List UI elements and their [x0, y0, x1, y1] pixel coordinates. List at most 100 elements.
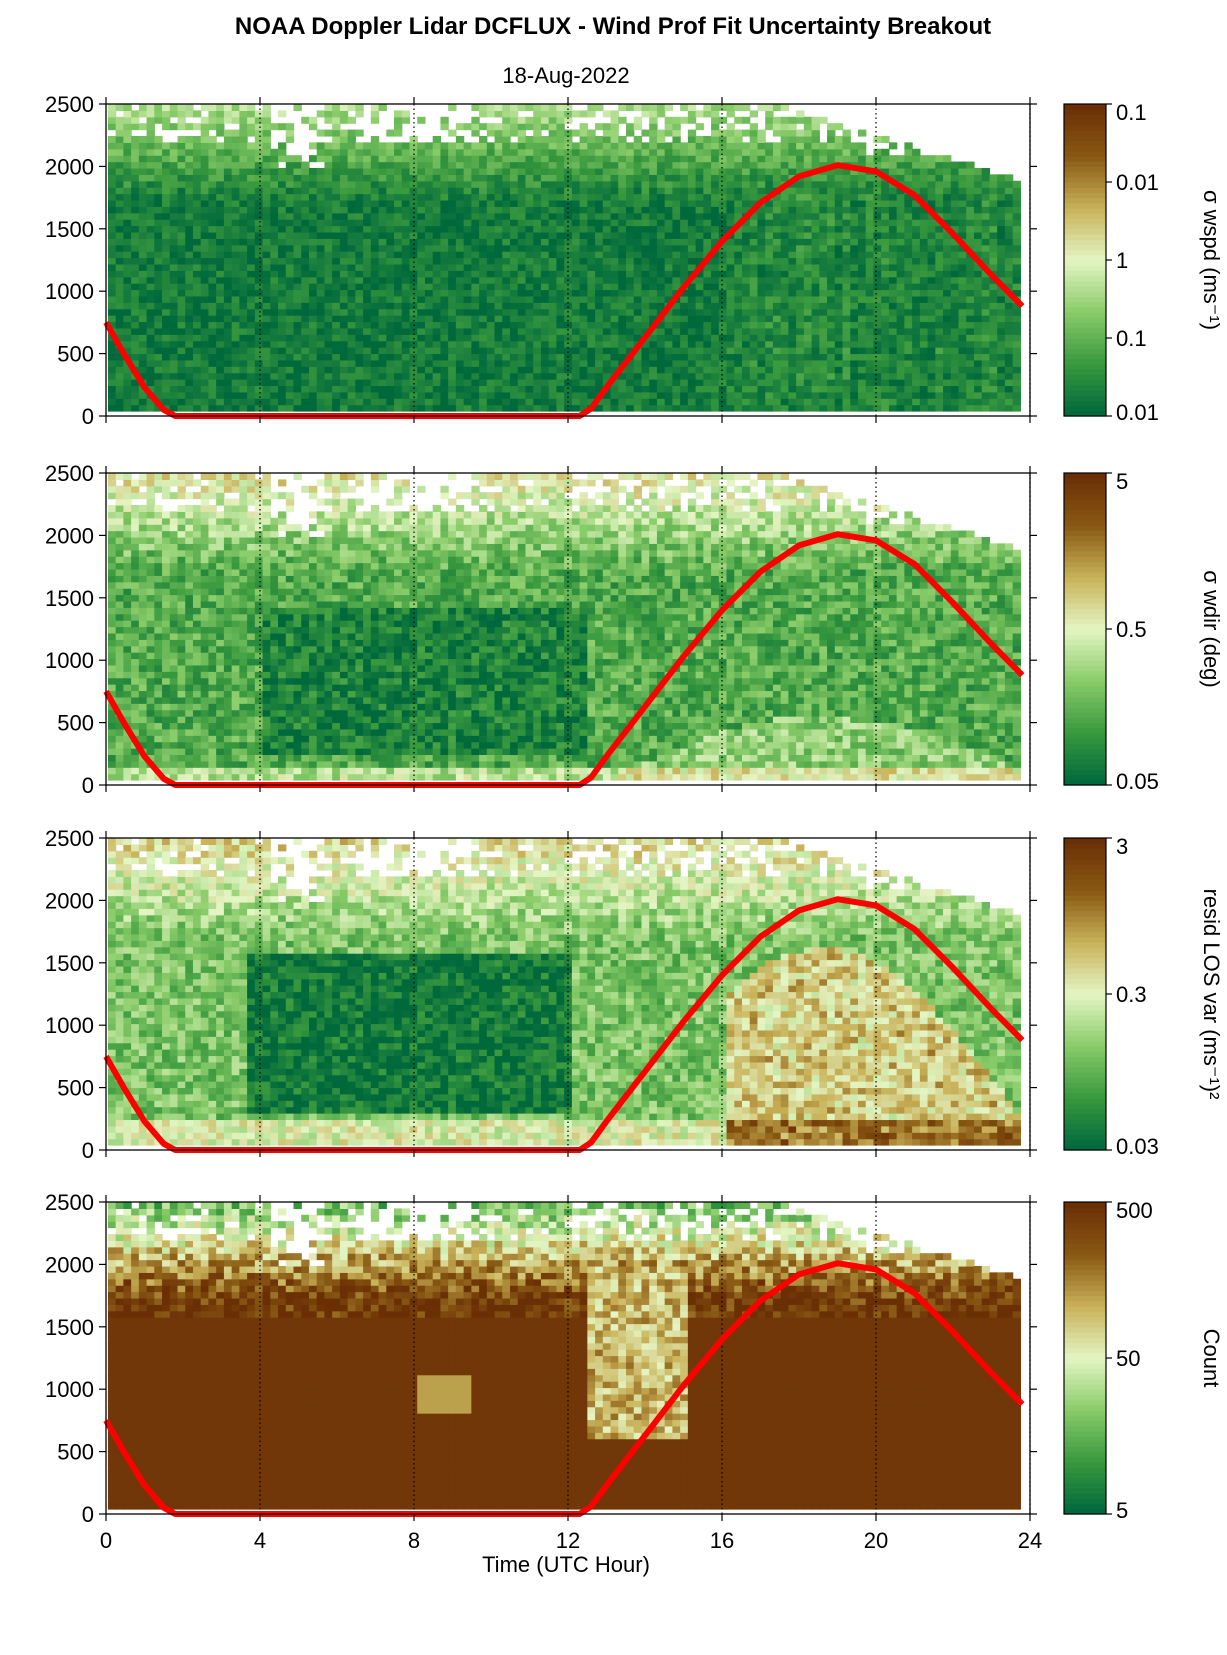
heatmap-cell — [464, 373, 472, 380]
heatmap-cell — [355, 219, 363, 226]
heatmap-cell — [216, 360, 224, 367]
heatmap-cell — [193, 123, 201, 130]
heatmap-cell — [379, 360, 387, 367]
heatmap-cell — [371, 392, 379, 399]
heatmap-cell — [440, 187, 448, 194]
heatmap-cell — [170, 162, 178, 169]
heatmap-cell — [518, 149, 526, 156]
heatmap-cell — [502, 366, 510, 373]
heatmap-cell — [247, 296, 255, 303]
heatmap-cell — [402, 366, 410, 373]
heatmap-cell — [379, 341, 387, 348]
heatmap-cell — [162, 174, 170, 181]
heatmap-cell — [525, 373, 533, 380]
heatmap-cell — [317, 277, 325, 284]
heatmap-cell — [394, 213, 402, 220]
heatmap-cell — [471, 168, 479, 175]
heatmap-cell — [232, 181, 240, 188]
heatmap-cell — [185, 334, 193, 341]
heatmap-cell — [139, 283, 147, 290]
heatmap-cell — [239, 347, 247, 354]
heatmap-cell — [286, 226, 294, 233]
heatmap-cell — [317, 309, 325, 316]
heatmap-cell — [533, 181, 541, 188]
heatmap-cell — [123, 277, 131, 284]
heatmap-cell — [440, 194, 448, 201]
heatmap-cell — [224, 302, 232, 309]
heatmap-cell — [487, 373, 495, 380]
heatmap-cell — [394, 149, 402, 156]
heatmap-cell — [541, 117, 549, 124]
heatmap-cell — [232, 296, 240, 303]
heatmap-cell — [456, 258, 464, 265]
heatmap-cell — [479, 194, 487, 201]
heatmap-cell — [433, 392, 441, 399]
heatmap-cell — [525, 379, 533, 386]
heatmap-cell — [193, 385, 201, 392]
heatmap-cell — [525, 321, 533, 328]
heatmap-cell — [479, 181, 487, 188]
heatmap-cell — [270, 283, 278, 290]
heatmap-cell — [232, 194, 240, 201]
heatmap-cell — [263, 155, 271, 162]
heatmap-cell — [487, 366, 495, 373]
heatmap-cell — [355, 238, 363, 245]
heatmap-cell — [471, 334, 479, 341]
heatmap-cell — [440, 309, 448, 316]
heatmap-cell — [556, 379, 564, 386]
heatmap-cell — [301, 353, 309, 360]
heatmap-cell — [495, 123, 503, 130]
heatmap-cell — [139, 181, 147, 188]
heatmap-cell — [131, 289, 139, 296]
heatmap-cell — [533, 104, 541, 111]
heatmap-cell — [147, 200, 155, 207]
heatmap-cell — [580, 232, 588, 239]
heatmap-cell — [270, 187, 278, 194]
heatmap-cell — [324, 296, 332, 303]
heatmap-cell — [487, 206, 495, 213]
heatmap-cell — [332, 155, 340, 162]
heatmap-cell — [317, 353, 325, 360]
heatmap-cell — [263, 289, 271, 296]
heatmap-cell — [525, 149, 533, 156]
heatmap-cell — [348, 200, 356, 207]
heatmap-cell — [193, 136, 201, 143]
heatmap-cell — [162, 162, 170, 169]
heatmap-cell — [301, 232, 309, 239]
heatmap-cell — [332, 213, 340, 220]
heatmap-cell — [185, 321, 193, 328]
heatmap-cell — [533, 366, 541, 373]
heatmap-cell — [440, 328, 448, 335]
heatmap-cell — [309, 174, 317, 181]
heatmap-cell — [433, 309, 441, 316]
heatmap-cell — [417, 181, 425, 188]
heatmap-cell — [154, 213, 162, 220]
heatmap-cell — [216, 398, 224, 405]
heatmap-cell — [216, 251, 224, 258]
heatmap-cell — [456, 315, 464, 322]
heatmap-cell — [510, 187, 518, 194]
heatmap-cell — [178, 200, 186, 207]
heatmap-cell — [541, 219, 549, 226]
heatmap-cell — [239, 264, 247, 271]
heatmap-cell — [247, 277, 255, 284]
heatmap-cell — [479, 270, 487, 277]
heatmap-cell — [147, 405, 155, 412]
heatmap-cell — [518, 162, 526, 169]
heatmap-cell — [278, 289, 286, 296]
heatmap-cell — [371, 104, 379, 111]
heatmap-cell — [386, 283, 394, 290]
heatmap-cell — [433, 200, 441, 207]
heatmap-cell — [162, 385, 170, 392]
heatmap-cell — [263, 245, 271, 252]
heatmap-cell — [440, 264, 448, 271]
heatmap-cell — [379, 302, 387, 309]
heatmap-cell — [270, 264, 278, 271]
heatmap-cell — [216, 373, 224, 380]
heatmap-cell — [541, 341, 549, 348]
heatmap-cell — [572, 251, 580, 258]
heatmap-cell — [402, 398, 410, 405]
heatmap-cell — [239, 130, 247, 137]
heatmap-cell — [541, 328, 549, 335]
heatmap-cell — [363, 296, 371, 303]
